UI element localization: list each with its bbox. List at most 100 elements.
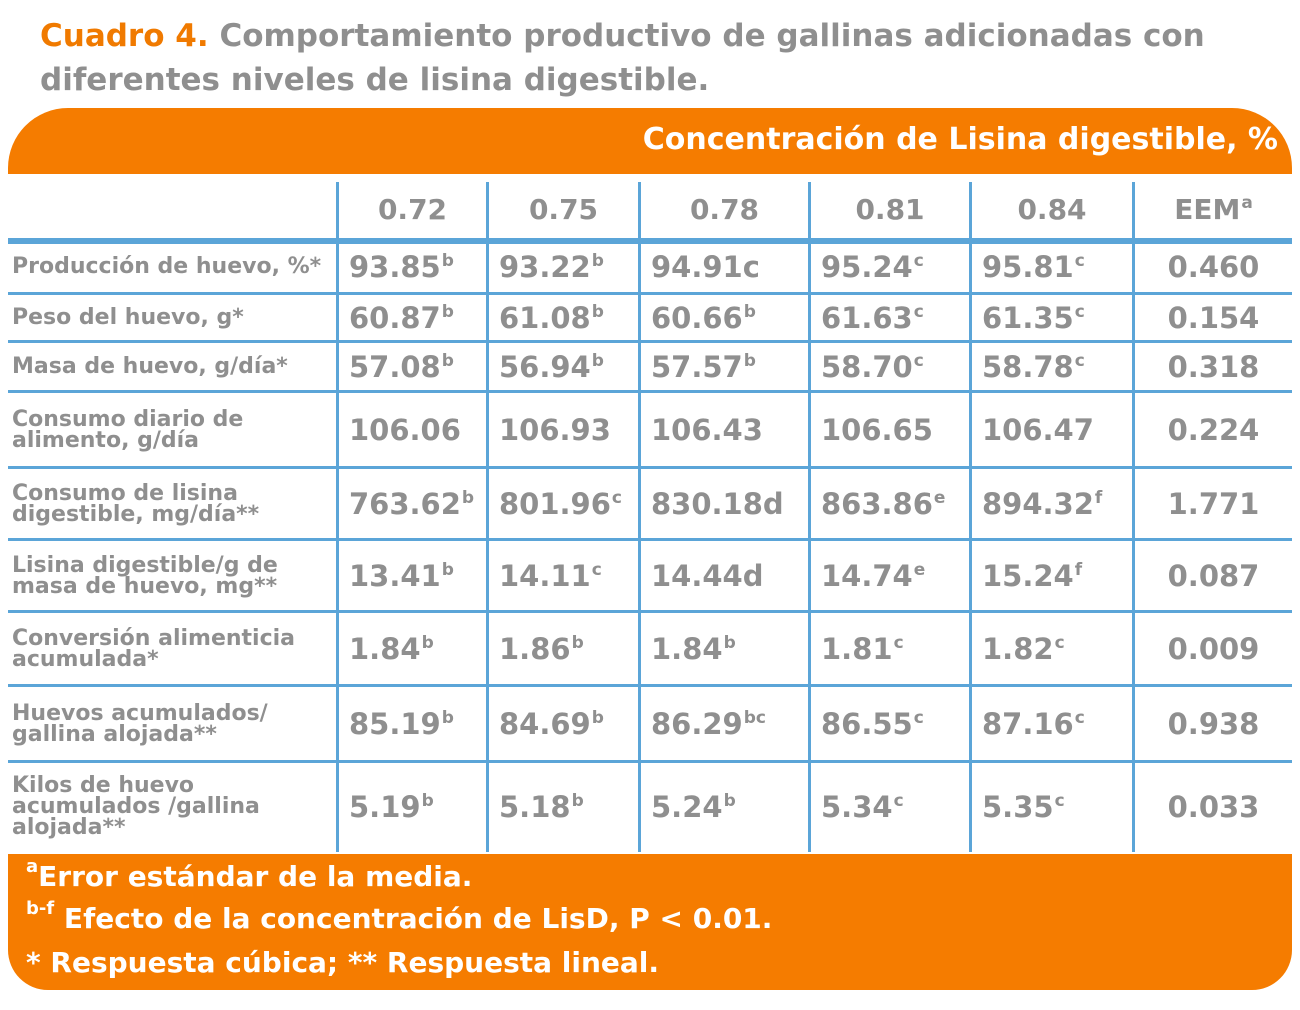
cell-value: 106.06: [349, 412, 461, 447]
footnote-sup-a: a: [26, 856, 39, 877]
cell-value: 93.85: [349, 249, 441, 284]
cell-value: 84.69: [499, 706, 591, 741]
cell-value: 57.57: [651, 349, 743, 384]
cell-value: 1.84: [349, 631, 421, 666]
cell-superscript: c: [913, 707, 924, 728]
cell-superscript: f: [1094, 487, 1103, 508]
column-divider: [638, 182, 641, 852]
cell-superscript: c: [591, 559, 602, 580]
eem-cell: 0.033: [1167, 789, 1260, 824]
cell-superscript: b: [571, 632, 584, 653]
table-cell: 86.55 c: [811, 687, 979, 760]
row-label: Lisina digestible/g de masa de huevo, mg…: [12, 552, 278, 599]
cell-value: 56.94: [499, 349, 591, 384]
cell-superscript: b: [461, 487, 475, 508]
cell-superscript: b: [441, 707, 454, 728]
cell-superscript: b: [441, 350, 454, 371]
table-cell: 86.29 bc: [641, 687, 818, 760]
row-divider: [8, 340, 1292, 343]
cell-superscript: bc: [743, 707, 766, 728]
cell-value: 106.65: [821, 412, 933, 447]
column-header: 0.78: [641, 184, 808, 234]
table-cell: 14.11 c: [489, 541, 648, 610]
table-cell: 13.41 b: [339, 541, 496, 610]
cell-value: 106.93: [499, 412, 611, 447]
cell-superscript: b: [441, 301, 454, 322]
footnote-eem-text: Error estándar de la media.: [38, 860, 473, 893]
cell-value: 60.87: [349, 300, 441, 335]
eem-cell: 0.087: [1167, 558, 1260, 593]
column-divider: [808, 182, 811, 852]
title-lead: Cuadro 4.: [40, 18, 209, 54]
column-header: 0.75: [489, 184, 638, 234]
cell-value: 94.91c: [651, 249, 760, 284]
row-label: Consumo de lisina digestible, mg/día**: [12, 480, 260, 527]
cell-superscript: b: [421, 632, 434, 653]
cell-superscript: c: [893, 632, 904, 653]
cell-superscript: c: [1074, 350, 1085, 371]
cell-value: 15.24: [982, 558, 1074, 593]
cell-superscript: e: [933, 487, 946, 508]
cell-value: 5.35: [982, 789, 1054, 824]
column-header: EEM a: [1135, 184, 1292, 234]
cell-value: 60.66: [651, 300, 743, 335]
cell-superscript: b: [743, 350, 756, 371]
table-cell: 56.94 b: [489, 343, 648, 390]
cell-value: 95.81: [982, 249, 1074, 284]
data-table: 0.72 0.75 0.78 0.81 0.84 EEM a Producción de hu…: [8, 182, 1292, 854]
row-divider: [8, 760, 1292, 763]
cell-value: 5.18: [499, 789, 571, 824]
table-cell: 15.24 f: [972, 541, 1142, 610]
header-divider: [8, 238, 1292, 244]
cell-value: 86.55: [821, 706, 913, 741]
cell-superscript: b: [591, 301, 604, 322]
cell-value: 5.19: [349, 789, 421, 824]
cell-value: 1.82: [982, 631, 1054, 666]
eem-cell: 0.938: [1167, 706, 1260, 741]
table-cell: 5.35 c: [972, 763, 1142, 850]
table-cell: 830.18d: [641, 469, 818, 538]
table-cell: 94.91c: [641, 241, 818, 292]
eem-cell: 0.460: [1167, 249, 1260, 284]
table-cell: 5.18 b: [489, 763, 648, 850]
footnote-effect: b-f Efecto de la concentración de LisD, …: [26, 898, 772, 935]
cell-value: 61.08: [499, 300, 591, 335]
cell-value: 830.18d: [651, 486, 784, 521]
cell-superscript: c: [1074, 707, 1085, 728]
column-header-label: 0.81: [855, 192, 925, 226]
table-cell: 61.63 c: [811, 295, 979, 340]
table-cell: 106.65: [811, 393, 979, 466]
row-label: Producción de huevo, %*: [12, 254, 322, 279]
cell-superscript: b: [421, 790, 434, 811]
cell-superscript: c: [913, 301, 924, 322]
table-cell: 57.57 b: [641, 343, 818, 390]
cell-value: 93.22: [499, 249, 591, 284]
row-divider: [8, 538, 1292, 541]
column-header-label: 0.78: [689, 192, 760, 226]
cell-superscript: b: [591, 350, 604, 371]
table-cell: 87.16 c: [972, 687, 1142, 760]
table-cell: 1.84 b: [641, 613, 818, 684]
cell-superscript: b: [571, 790, 584, 811]
footnote-response: * Respuesta cúbica; ** Respuesta lineal.: [26, 946, 660, 979]
cell-superscript: c: [913, 350, 924, 371]
table-cell: 85.19 b: [339, 687, 496, 760]
cell-superscript: c: [893, 790, 904, 811]
table-cell: 58.70 c: [811, 343, 979, 390]
cell-value: 1.86: [499, 631, 571, 666]
table-cell: 894.32 f: [972, 469, 1142, 538]
cell-value: 1.81: [821, 631, 893, 666]
footnote-sup-bf: b-f: [26, 898, 55, 919]
cell-value: 801.96: [499, 486, 611, 521]
row-label: Conversión alimenticia acumulada*: [12, 625, 296, 672]
footnotes: aError estándar de la media. b-f Efecto …: [8, 854, 1292, 990]
cell-superscript: c: [611, 487, 622, 508]
row-divider: [8, 466, 1292, 469]
table-cell: 14.44d: [641, 541, 818, 610]
column-divider: [336, 182, 339, 852]
row-label: Huevos acumulados/ gallina alojada**: [12, 700, 268, 747]
cell-value: 863.86: [821, 486, 933, 521]
cell-value: 14.74: [821, 558, 913, 593]
cell-value: 85.19: [349, 706, 441, 741]
cell-superscript: c: [1054, 790, 1065, 811]
